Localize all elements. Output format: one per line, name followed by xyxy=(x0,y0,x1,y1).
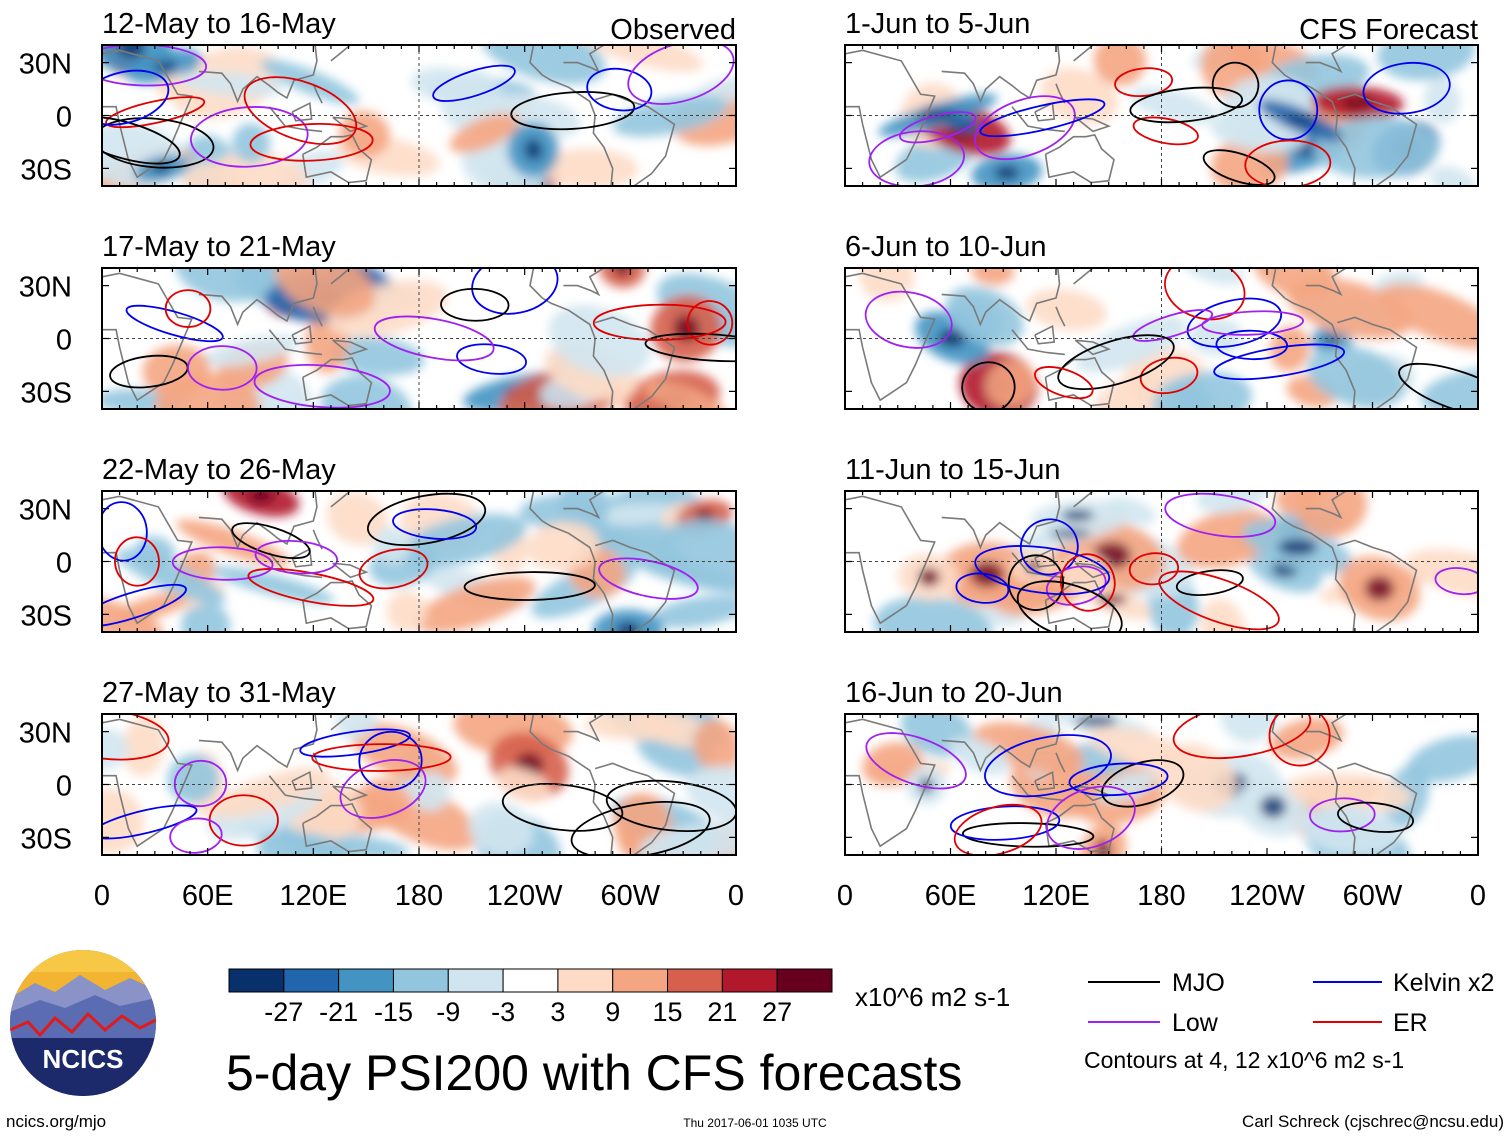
legend-label: Kelvin x2 xyxy=(1393,969,1494,997)
colorbar-swatch xyxy=(776,968,833,993)
lat-tick-label: 30N xyxy=(19,49,72,81)
lat-tick-label: 30S xyxy=(20,154,72,186)
legend-label: ER xyxy=(1393,1009,1428,1037)
colorbar-swatch xyxy=(557,968,614,993)
legend-label: Low xyxy=(1172,1009,1219,1037)
panel-period-title: 22-May to 26-May xyxy=(102,454,336,486)
lat-tick-label: 30N xyxy=(19,495,72,527)
lon-tick-label: 0 xyxy=(94,880,110,912)
colorbar-label: -9 xyxy=(436,997,460,1027)
panel-period-title: 1-Jun to 5-Jun xyxy=(845,8,1030,40)
lon-tick-label: 60E xyxy=(182,880,234,912)
map-panel: 30N 0 30S 27-May to 31-May 0 60E 120E 180 120W 60… xyxy=(19,677,744,912)
lat-tick-label: 30S xyxy=(20,823,72,855)
colorbar-swatch xyxy=(502,968,559,993)
colorbar-swatch xyxy=(667,968,723,993)
colorbar-swatch xyxy=(338,968,394,993)
colorbar-swatch xyxy=(392,968,449,993)
lon-tick-label: 0 xyxy=(728,880,744,912)
ncics-logo: NCICS xyxy=(10,950,156,1096)
colorbar-label: -15 xyxy=(374,997,413,1027)
map-panel: 30N030S16-Jun to 20-Jun060E120E180120W60… xyxy=(837,677,1486,912)
lat-tick-label: 30N xyxy=(19,718,72,750)
lat-tick-label: 30N xyxy=(19,272,72,304)
legend-label: MJO xyxy=(1172,969,1225,997)
map-panel: 30N030S11-Jun to 15-Jun xyxy=(844,454,1479,633)
contour-note: Contours at 4, 12 x10^6 m2 s-1 xyxy=(1084,1047,1404,1073)
colorbar-label: -27 xyxy=(264,997,303,1027)
lat-tick-label: 30S xyxy=(20,600,72,632)
map-panel: 30N030S6-Jun to 10-Jun xyxy=(844,231,1479,410)
panel-period-title: 11-Jun to 15-Jun xyxy=(845,454,1061,486)
colorbar: -27 -21 -15 -9 -3 3 9 15 21 27 xyxy=(228,968,833,1027)
map-panel: 30N 0 30S 17-May to 21-May xyxy=(19,231,737,410)
lat-tick-label: 0 xyxy=(56,325,72,357)
colorbar-label: -3 xyxy=(491,997,515,1027)
lat-tick-label: 30S xyxy=(20,377,72,409)
panel-period-title: 27-May to 31-May xyxy=(102,677,336,709)
figure-title: 5-day PSI200 with CFS forecasts xyxy=(226,1045,962,1101)
lat-tick-label: 0 xyxy=(56,102,72,134)
lon-tick-label: 0 xyxy=(1470,880,1486,912)
colorbar-swatch xyxy=(228,968,285,993)
map-panel: 30N 0 30S 22-May to 26-May xyxy=(19,454,737,633)
column-title: Observed xyxy=(610,14,736,46)
lon-tick-label: 0 xyxy=(837,880,853,912)
panel-period-title: 6-Jun to 10-Jun xyxy=(845,231,1047,263)
lon-tick-label: 60W xyxy=(601,880,661,912)
lon-tick-label: 120E xyxy=(1022,880,1090,912)
panel-period-title: 12-May to 16-May xyxy=(102,8,336,40)
lat-tick-label: 0 xyxy=(56,771,72,803)
colorbar-label: 21 xyxy=(707,997,737,1027)
colorbar-label: 15 xyxy=(653,997,683,1027)
colorbar-label: -21 xyxy=(319,997,358,1027)
lon-tick-label: 180 xyxy=(395,880,443,912)
colorbar-units: x10^6 m2 s-1 xyxy=(855,982,1010,1012)
footer-timestamp: Thu 2017-06-01 1035 UTC xyxy=(683,1116,827,1130)
colorbar-swatch xyxy=(283,968,340,993)
column-title: CFS Forecast xyxy=(1299,14,1478,46)
footer-url[interactable]: ncics.org/mjo xyxy=(6,1112,106,1131)
lat-tick-label: 0 xyxy=(56,548,72,580)
lon-tick-label: 120W xyxy=(1229,880,1305,912)
panel-period-title: 16-Jun to 20-Jun xyxy=(845,677,1063,709)
lon-tick-label: 180 xyxy=(1137,880,1185,912)
colorbar-label: 3 xyxy=(550,997,565,1027)
colorbar-label: 9 xyxy=(605,997,620,1027)
panel-grid: 30N 0 30S 12-May to 16-May Observed 30N 0 30S 17… xyxy=(19,8,1486,912)
contour-legend: MJO Kelvin x2 Low ER xyxy=(1088,969,1494,1037)
footer-credit: Carl Schreck (cjschrec@ncsu.edu) xyxy=(1242,1112,1504,1131)
colorbar-swatch xyxy=(612,968,669,993)
panel-period-title: 17-May to 21-May xyxy=(102,231,336,263)
lon-tick-label: 120W xyxy=(487,880,563,912)
colorbar-label: 27 xyxy=(762,997,792,1027)
lon-tick-label: 60E xyxy=(925,880,977,912)
logo-text: NCICS xyxy=(43,1044,124,1074)
colorbar-swatch xyxy=(721,968,778,993)
map-panel: 30N 0 30S 12-May to 16-May Observed xyxy=(19,8,737,187)
lon-tick-label: 120E xyxy=(279,880,347,912)
colorbar-swatch xyxy=(447,968,504,993)
lon-tick-label: 60W xyxy=(1343,880,1403,912)
